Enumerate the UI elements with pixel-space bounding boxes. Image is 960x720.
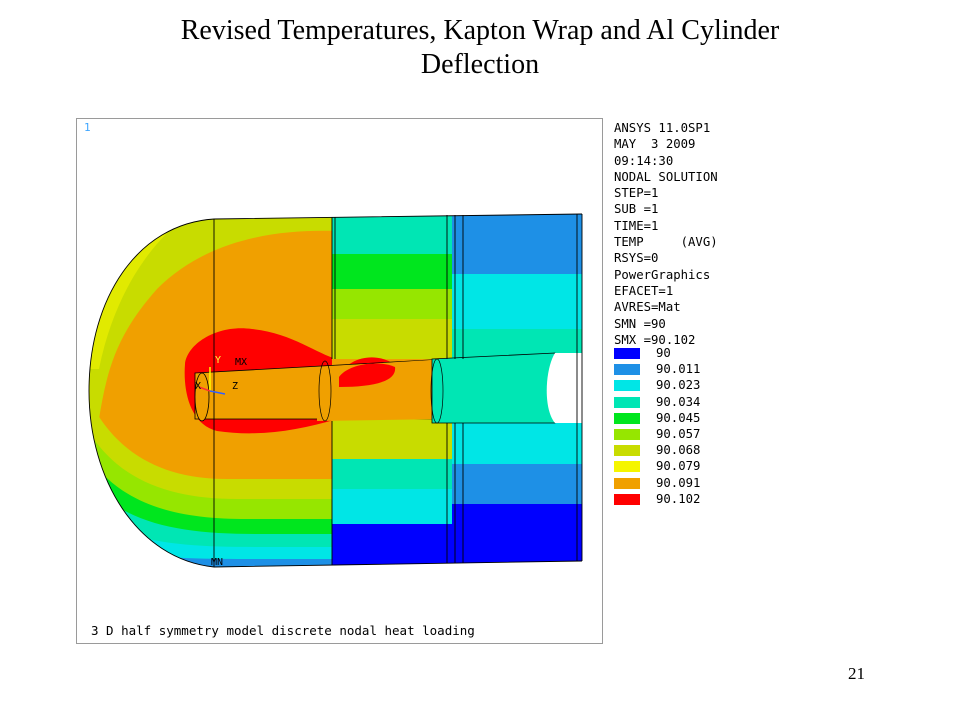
legend-row: 90.091: [614, 475, 814, 491]
legend-value: 90.102: [656, 491, 701, 506]
window-number: 1: [84, 121, 91, 134]
axis-z-label: Z: [232, 381, 239, 392]
slide-title-line2: Deflection: [420, 49, 540, 80]
info-line: TIME=1: [614, 218, 659, 233]
legend-value: 90.068: [656, 443, 701, 458]
legend-row: 90.011: [614, 361, 814, 377]
info-line: PowerGraphics: [614, 267, 711, 282]
legend-value: 90.079: [656, 459, 701, 474]
slide-title: Revised Temperatures, Kapton Wrap and Al…: [0, 14, 960, 82]
legend-swatch: [614, 380, 640, 392]
legend-value: 90.057: [656, 427, 701, 441]
legend-swatch: [614, 412, 640, 424]
legend-swatch: [614, 477, 640, 489]
plot-caption: 3 D half symmetry model discrete nodal h…: [91, 623, 475, 638]
legend-row: 90.057: [614, 426, 814, 442]
legend-swatch: [614, 461, 640, 473]
slide-title-line1: Revised Temperatures, Kapton Wrap and Al…: [180, 15, 780, 46]
legend-swatch: [614, 493, 640, 505]
legend-value: 90.023: [656, 378, 701, 393]
info-line: NODAL SOLUTION: [614, 169, 718, 184]
info-line: 09:14:30: [614, 153, 674, 168]
ansys-graphics-window: 1 Y X Z MX MN 3 D half symmetry model di…: [76, 118, 603, 644]
legend-row: 90: [614, 345, 814, 361]
legend-value: 90.091: [656, 475, 701, 490]
legend-row: 90.045: [614, 410, 814, 426]
legend-value: 90: [656, 346, 671, 360]
info-line: STEP=1: [614, 186, 659, 201]
legend-value: 90.034: [656, 394, 701, 409]
legend-swatch: [614, 364, 640, 376]
info-line: EFACET=1: [614, 283, 674, 298]
info-line: MAY 3 2009: [614, 137, 696, 152]
legend-value: 90.045: [656, 410, 701, 425]
legend-row: 90.068: [614, 442, 814, 458]
legend-row: 90.102: [614, 491, 814, 507]
max-marker: MX: [235, 357, 248, 368]
min-marker: MN: [211, 557, 224, 568]
info-line: RSYS=0: [614, 251, 659, 266]
info-line: SMN =90: [614, 316, 666, 331]
axis-x-label: X: [195, 381, 202, 392]
info-line: ANSYS 11.0SP1: [614, 121, 711, 135]
legend-row: 90.034: [614, 394, 814, 410]
info-line: TEMP (AVG): [614, 235, 718, 250]
page-number: 21: [848, 664, 865, 683]
ansys-info-panel: ANSYS 11.0SP1 MAY 3 2009 09:14:30 NODAL …: [614, 120, 814, 348]
info-line: SUB =1: [614, 202, 659, 217]
info-line: AVRES=Mat: [614, 300, 681, 315]
thermal-contour-model: [88, 213, 583, 568]
legend-swatch: [614, 348, 640, 359]
axis-y-label: Y: [215, 355, 222, 366]
legend-swatch: [614, 445, 640, 457]
info-line: SMX =90.102: [614, 332, 696, 347]
legend-row: 90.023: [614, 377, 814, 393]
axis-triad: [198, 367, 226, 395]
legend-value: 90.011: [656, 362, 701, 377]
legend-swatch: [614, 396, 640, 408]
legend-row: 90.079: [614, 458, 814, 474]
legend-swatch: [614, 429, 640, 440]
